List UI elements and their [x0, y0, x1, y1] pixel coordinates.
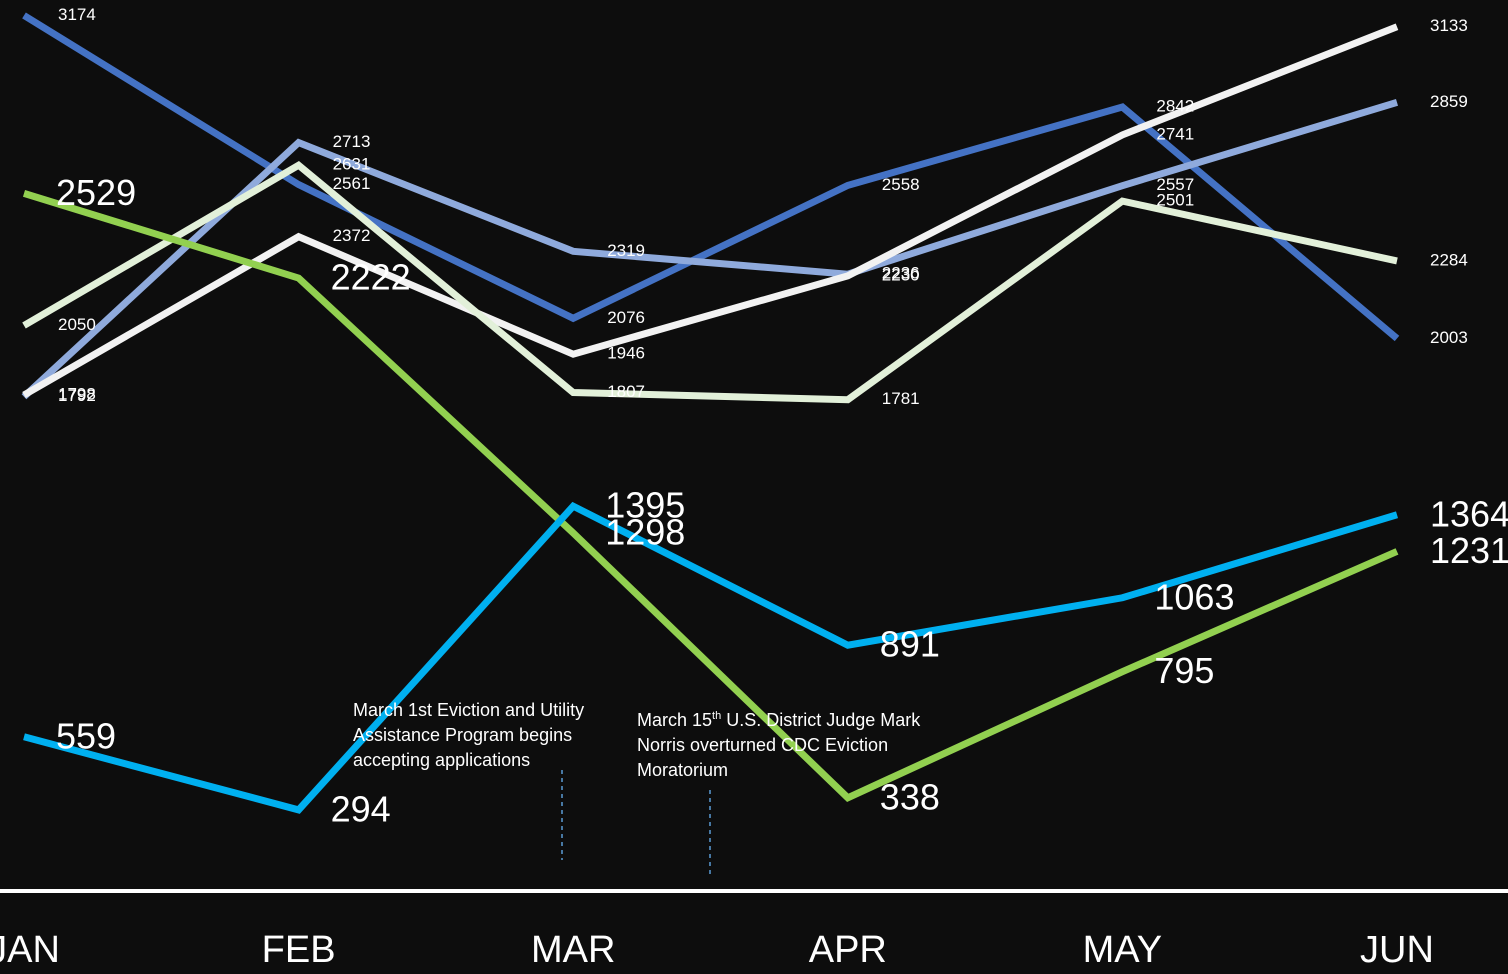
series-line — [22, 190, 1399, 802]
data-label: 294 — [331, 788, 391, 829]
data-label: 2561 — [333, 174, 371, 193]
data-label: 338 — [880, 776, 940, 817]
data-label: 2230 — [882, 265, 920, 284]
annotation: March 15th U.S. District Judge Mark Norr… — [637, 708, 947, 783]
x-tick-label: JAN — [0, 929, 60, 971]
data-label: 2713 — [333, 132, 371, 151]
data-label: 2842 — [1156, 97, 1194, 116]
data-label: 3133 — [1430, 16, 1468, 35]
data-label: 2501 — [1156, 191, 1194, 210]
data-label: 2631 — [333, 155, 371, 174]
data-label: 2372 — [333, 226, 371, 245]
data-label: 2076 — [607, 308, 645, 327]
data-label: 2319 — [607, 241, 645, 260]
annotation-text: March 1st Eviction and Utility Assistanc… — [353, 700, 585, 770]
data-label: 2003 — [1430, 328, 1468, 347]
data-label: 1395 — [605, 485, 685, 526]
annotation-text: March 15 — [637, 710, 713, 730]
data-label: 1231 — [1430, 530, 1508, 571]
data-label: 1792 — [58, 386, 96, 405]
x-tick-label: MAY — [1083, 929, 1163, 971]
series-line — [21, 98, 1399, 400]
series-line — [23, 501, 1399, 814]
series-line — [22, 160, 1398, 404]
x-tick-label: FEB — [262, 929, 336, 971]
data-label: 1798 — [58, 385, 96, 404]
data-label: 3174 — [58, 5, 96, 24]
data-label: 1298 — [605, 511, 685, 552]
x-tick-label: MAR — [531, 929, 615, 971]
data-label: 1946 — [607, 344, 645, 363]
annotation-text: U.S. District Judge Mark Norris overturn… — [637, 710, 921, 780]
x-tick-label: APR — [809, 929, 887, 971]
data-label: 1063 — [1154, 576, 1234, 617]
data-label: 2558 — [882, 175, 920, 194]
data-label: 1781 — [882, 389, 920, 408]
data-label: 2529 — [56, 172, 136, 213]
data-label: 2236 — [882, 264, 920, 283]
data-label: 891 — [880, 624, 940, 665]
data-label: 1364 — [1430, 493, 1508, 534]
data-label: 2222 — [331, 257, 411, 298]
data-label: 2859 — [1430, 92, 1468, 111]
annotation-sup: th — [712, 710, 722, 722]
annotation: March 1st Eviction and Utility Assistanc… — [353, 698, 613, 773]
data-label: 795 — [1154, 650, 1214, 691]
series-line — [22, 12, 1400, 342]
data-label: 559 — [56, 715, 116, 756]
data-label: 2284 — [1430, 250, 1468, 269]
data-label: 2741 — [1156, 124, 1194, 143]
data-label: 2050 — [58, 315, 96, 334]
x-tick-label: JUN — [1360, 929, 1434, 971]
data-label: 1807 — [607, 382, 645, 401]
data-label: 2557 — [1156, 175, 1194, 194]
